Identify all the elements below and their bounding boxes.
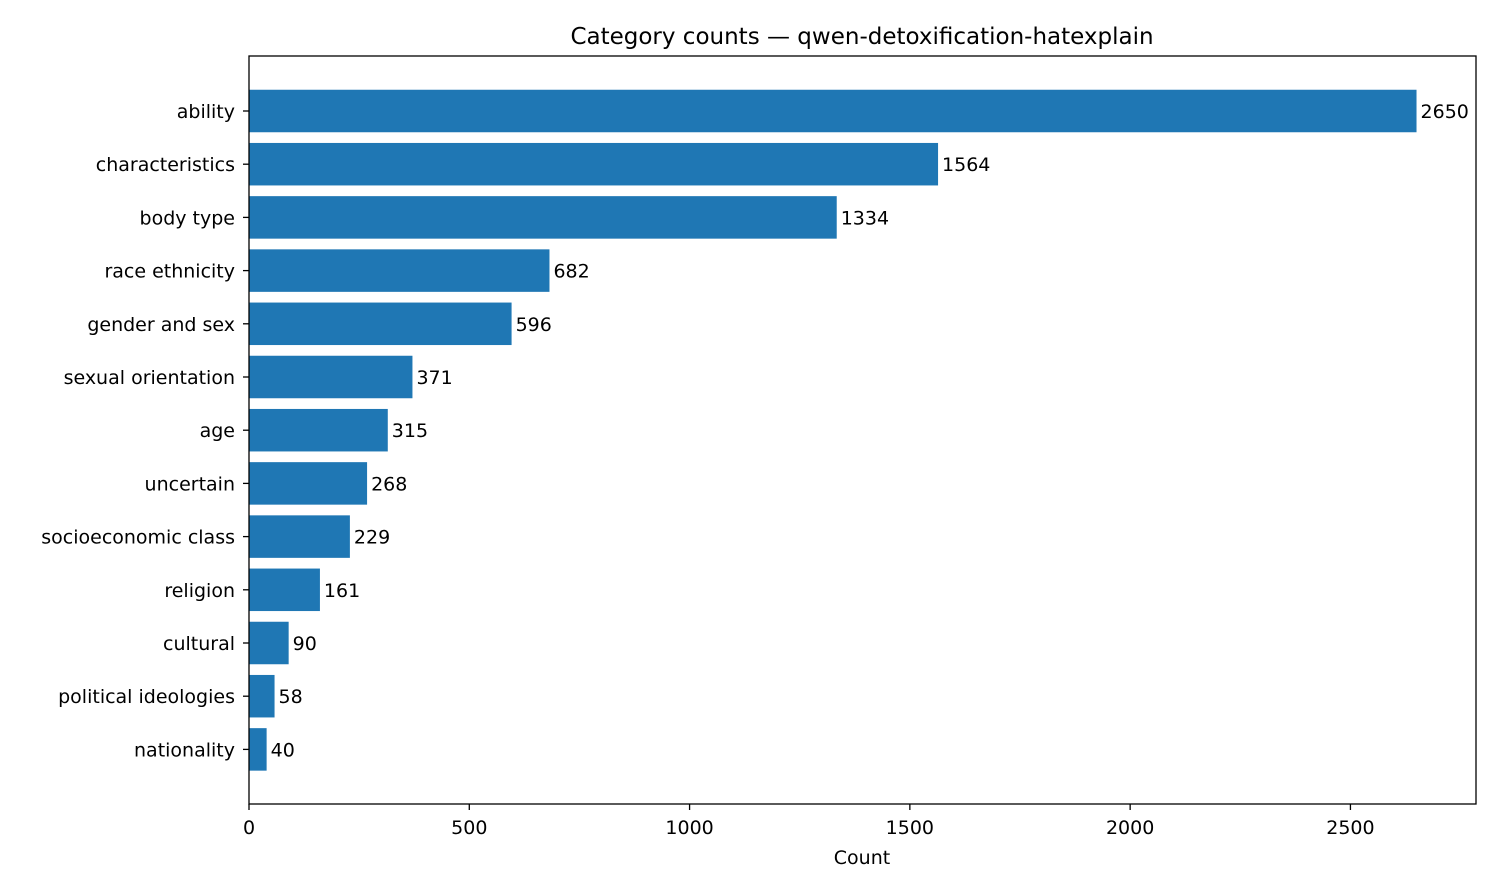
bar-uncertain [249, 462, 368, 505]
bar-nationality [249, 728, 267, 771]
bar-sexual-orientation [249, 355, 413, 399]
bar-ability [249, 89, 1417, 133]
x-axis: 0 500 1000 1500 2000 2500 [243, 804, 1375, 839]
y-tick-label: ability [177, 101, 235, 123]
bar-gender-and-sex [249, 302, 512, 346]
data-label: 229 [354, 527, 390, 549]
data-label: 161 [324, 580, 360, 602]
data-label: 40 [271, 739, 295, 761]
x-axis-label: Count [834, 847, 890, 869]
x-tick-label: 500 [451, 817, 487, 839]
data-label: 682 [553, 261, 589, 283]
bar-religion [249, 568, 320, 612]
bar-body-type [249, 196, 837, 239]
chart-title: Category counts — qwen-detoxification-ha… [570, 24, 1153, 50]
y-tick-label: sexual orientation [64, 367, 235, 389]
data-label: 1334 [841, 207, 889, 229]
bar-political-ideologies [249, 674, 275, 718]
data-label: 596 [516, 314, 552, 336]
bar-cultural [249, 621, 289, 665]
data-label: 315 [392, 420, 428, 442]
y-tick-label: age [200, 420, 235, 442]
y-tick-label: socioeconomic class [41, 527, 235, 549]
plot-frame [248, 55, 1477, 805]
y-tick-label: gender and sex [87, 314, 235, 336]
y-tick-label: cultural [163, 633, 235, 655]
bar-race-ethnicity [249, 249, 550, 292]
bar-characteristics [249, 142, 939, 186]
x-tick-label: 1000 [665, 817, 713, 839]
data-label: 58 [279, 686, 303, 708]
x-tick-label: 2500 [1326, 817, 1374, 839]
y-tick-label: body type [140, 207, 235, 229]
data-label: 1564 [942, 154, 990, 176]
data-label: 2650 [1421, 101, 1469, 123]
y-tick-label: political ideologies [58, 686, 235, 708]
bars-layer [249, 89, 1417, 771]
x-tick-label: 1500 [886, 817, 934, 839]
bar-socioeconomic-class [249, 515, 350, 558]
y-tick-label: characteristics [96, 154, 235, 176]
data-label: 90 [293, 633, 317, 655]
y-tick-label: uncertain [145, 473, 235, 495]
y-tick-label: race ethnicity [104, 261, 235, 283]
data-label: 371 [416, 367, 452, 389]
data-label: 268 [371, 473, 407, 495]
y-axis: ability characteristics body type race ethn… [41, 101, 249, 761]
x-tick-label: 0 [243, 817, 255, 839]
y-tick-label: religion [164, 580, 235, 602]
bar-age [249, 408, 388, 452]
x-tick-label: 2000 [1106, 817, 1154, 839]
y-tick-label: nationality [134, 739, 235, 761]
data-labels-layer: 2650 1564 1334 682 596 371 315 268 229 161 90 58 40 [271, 101, 1469, 761]
